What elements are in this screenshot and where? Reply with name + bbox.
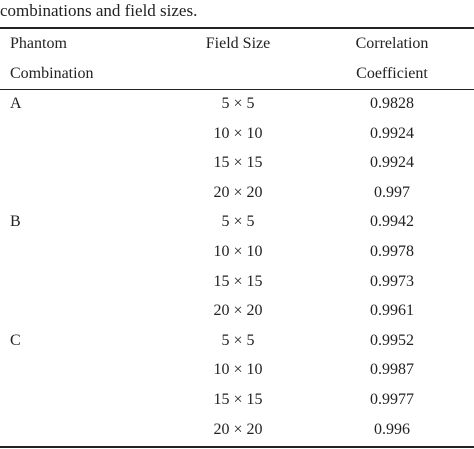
field-size: 15 × 15 (213, 154, 263, 172)
group-label: A (10, 95, 22, 112)
header-cell: Combination (10, 65, 94, 82)
coefficient: 0.996 (374, 420, 410, 438)
field-size: 15 × 15 (213, 272, 263, 290)
field-size: 10 × 10 (213, 361, 263, 379)
field-size: 5 × 5 (221, 95, 255, 112)
coefficient: 0.9828 (370, 95, 414, 112)
caption: combinations and field sizes. (0, 1, 198, 20)
coefficient: 0.9977 (370, 391, 414, 408)
header-cell: Correlation (355, 35, 429, 52)
bottom-rule (0, 446, 474, 448)
header-cell: Coefficient (356, 65, 428, 82)
group-label: B (10, 213, 21, 231)
field-size: 20 × 20 (213, 183, 263, 201)
coefficient: 0.9924 (370, 124, 414, 142)
group-label: C (10, 331, 21, 349)
coefficient: 0.9924 (370, 154, 414, 172)
header-cell: Phantom (10, 35, 67, 52)
header-cell: Field Size (205, 35, 271, 52)
coefficient: 0.9973 (370, 272, 414, 290)
coefficient: 0.9978 (370, 243, 414, 260)
coefficient: 0.9952 (370, 331, 414, 349)
field-size: 20 × 20 (213, 302, 263, 320)
field-size: 20 × 20 (213, 420, 263, 438)
field-size: 5 × 5 (221, 213, 255, 231)
top-rule (0, 27, 474, 29)
field-size: 15 × 15 (213, 391, 263, 408)
coefficient: 0.9942 (370, 213, 414, 231)
field-size: 5 × 5 (221, 331, 255, 349)
coefficient: 0.9961 (370, 302, 414, 320)
coefficient: 0.997 (374, 183, 410, 201)
coefficient: 0.9987 (370, 361, 414, 379)
field-size: 10 × 10 (213, 243, 263, 260)
header-rule (0, 89, 474, 90)
field-size: 10 × 10 (213, 124, 263, 142)
